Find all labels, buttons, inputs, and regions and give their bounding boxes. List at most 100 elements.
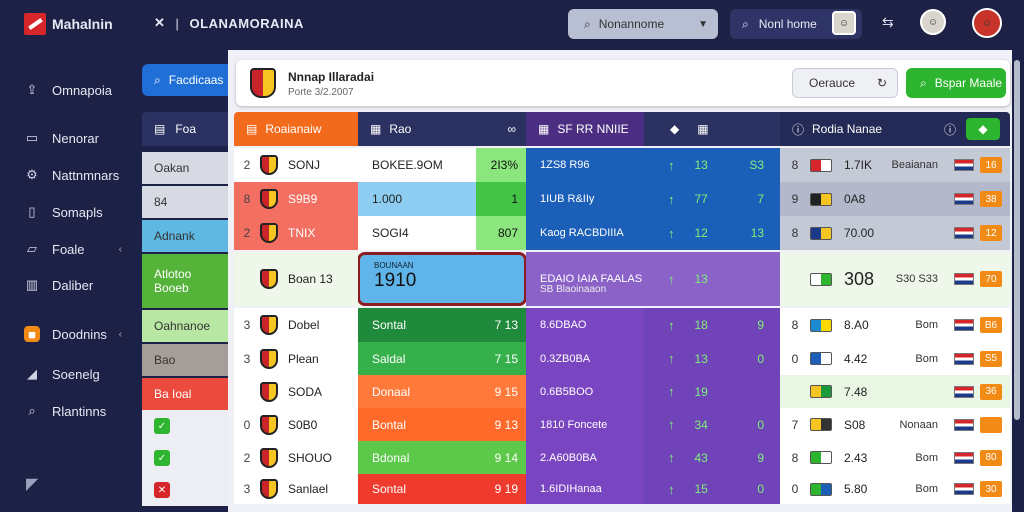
rank-cell[interactable]: 9 0A8 38	[780, 182, 1010, 216]
table-row[interactable]: 3 Plean	[234, 342, 358, 375]
table-row[interactable]: 3 Dobel	[234, 308, 358, 342]
new-button-label: Facdicaas	[168, 73, 224, 87]
sidebar-item-1[interactable]: ▭ Nenorar	[24, 128, 128, 148]
rank-cell[interactable]: 8 2.43 Bom 80	[780, 441, 1010, 474]
flag-icon	[954, 319, 974, 331]
league-sub: SB Blaoinaaon	[540, 284, 607, 295]
trend-cell: ↑ 34 0	[644, 408, 780, 441]
column-header-trend[interactable]: ◆ ▦	[644, 112, 780, 146]
team-crest-icon	[260, 315, 278, 335]
rank-cell[interactable]: 8 70.00 12	[780, 216, 1010, 250]
sidebar-item-5[interactable]: ▥ Daliber	[24, 275, 128, 295]
upload-icon: ⇪	[26, 82, 38, 97]
rank-cell[interactable]: 8 1.7IK Beaianan 16	[780, 148, 1010, 182]
trend-value: 15	[694, 482, 708, 496]
table-row[interactable]: 2 SHOUO	[234, 441, 358, 474]
rank-badge: S5	[980, 350, 1002, 367]
scrollbar[interactable]	[1014, 60, 1020, 420]
avatar: ☺	[832, 11, 856, 35]
left-row[interactable]: Oahnanoe	[142, 310, 228, 342]
search-icon: ⌕	[28, 403, 36, 418]
table-row[interactable]: Boan 13	[234, 252, 358, 306]
rank-cell[interactable]: 308 S30 S33 70	[780, 252, 1010, 306]
sidebar-item-8[interactable]: ⌕ Rlantinns	[24, 401, 128, 421]
score-change-cell: 2I3%	[476, 148, 526, 182]
score-value: SOGI4	[372, 226, 409, 240]
score-cell[interactable]: BOKEE.9OM	[358, 148, 476, 182]
left-row[interactable]: ✓	[142, 442, 228, 474]
column-header-score[interactable]: ▦ Rao ∞	[358, 112, 526, 146]
chevron-left-icon: ‹	[118, 243, 122, 255]
share-icon[interactable]: ⇆	[882, 14, 894, 30]
score-cell[interactable]: BOUNAAN 1910	[358, 252, 526, 306]
team-crest-icon	[260, 348, 278, 369]
rank-cell[interactable]: 0 4.42 Bom S5	[780, 342, 1010, 375]
table-row[interactable]: 3 Sanlael	[234, 474, 358, 504]
left-row[interactable]: ✕	[142, 474, 228, 506]
table-row[interactable]: 0 S0B0	[234, 408, 358, 441]
primary-button[interactable]: ⌕ Bspar Maale	[906, 68, 1006, 98]
rank-cell[interactable]: 0 5.80 Bom 30	[780, 474, 1010, 504]
score-cell[interactable]: Saldal	[358, 342, 476, 375]
table-row[interactable]: SODA	[234, 375, 358, 408]
new-button[interactable]: ⌕ Facdicaas	[142, 64, 228, 96]
trend-cell: ↑ 13 S3	[644, 148, 780, 182]
score-cell[interactable]: Bontal	[358, 408, 476, 441]
column-header-team[interactable]: ▤ Roaianaiw	[234, 112, 358, 146]
sidebar-item-0[interactable]: ⇪ Omnapoia	[24, 80, 128, 100]
rank-cell[interactable]: 8 8.A0 Bom B6	[780, 308, 1010, 342]
left-row[interactable]: ✓	[142, 410, 228, 442]
left-row[interactable]: Atlotoo Booeb	[142, 254, 228, 308]
left-row[interactable]: Bao	[142, 344, 228, 376]
account-button[interactable]: ⌕ Nonl home ☺	[730, 9, 862, 39]
flag-icon	[810, 158, 832, 172]
score-cell[interactable]: Donaal	[358, 375, 476, 408]
column-header-rank[interactable]: ⓘ Rodia Nanae ⓘ ◆	[780, 112, 1010, 146]
table-row[interactable]: 2 TNIX	[234, 216, 358, 250]
sidebar-item-6[interactable]: ■ Doodnins ‹	[24, 324, 128, 344]
trend-cell: ↑ 12 13	[644, 216, 780, 250]
collapse-icon[interactable]: ◤	[26, 476, 39, 493]
primary-button-label: Bspar Maale	[934, 76, 1003, 90]
league-value: 1IUB R&IIy	[540, 193, 595, 205]
secondary-button[interactable]: Oerauce ↻	[792, 68, 898, 98]
sidebar-item-2[interactable]: ⚙ Nattnmnars	[24, 165, 128, 185]
selected-cell[interactable]: BOUNAAN 1910	[358, 252, 526, 306]
column-header-league[interactable]: ▦ SF RR NNIIE	[526, 112, 644, 146]
avatar[interactable]: ☺	[972, 8, 1002, 38]
avatar[interactable]: ☺	[920, 9, 946, 35]
score-change-cell: 7 13	[476, 308, 526, 342]
left-row[interactable]: Oakan	[142, 152, 228, 184]
team-name: TNIX	[288, 226, 316, 240]
league-cell: 8.6DBAO	[526, 308, 644, 342]
score-cell[interactable]: Sontal	[358, 308, 476, 342]
brand-title: OLANAMORAINA	[189, 15, 304, 31]
sidebar-item-7[interactable]: ◢ Soenelg	[24, 364, 128, 384]
score-cell[interactable]: Bdonal	[358, 441, 476, 474]
score-cell[interactable]: 1.000	[358, 182, 476, 216]
left-row[interactable]: Ba Ioal	[142, 378, 228, 410]
arrow-up-icon: ↑	[668, 450, 675, 465]
trend-value-2: 0	[757, 351, 764, 366]
score-change: 807	[497, 226, 518, 240]
info-icon: ⓘ	[943, 122, 956, 137]
sidebar-item-3[interactable]: ▯ Somapls	[24, 202, 128, 222]
add-icon[interactable]: ◆	[966, 118, 1000, 140]
folder-icon: ▱	[27, 241, 37, 256]
rank-cell[interactable]: 7.48 36	[780, 375, 1010, 408]
close-icon[interactable]: ✕	[154, 15, 166, 30]
rank-cell[interactable]: 7 S08 Nonaan	[780, 408, 1010, 441]
table-row[interactable]: 8 S9B9	[234, 182, 358, 216]
left-row[interactable]: 84	[142, 186, 228, 218]
search-box[interactable]: ⌕ Nonannome ▼	[568, 9, 718, 39]
score-change-cell: 9 14	[476, 441, 526, 474]
league-value: 0.3ZB0BA	[540, 352, 591, 365]
score-value: Sontal	[372, 318, 407, 332]
table-row[interactable]: 2 SONJ	[234, 148, 358, 182]
app-logo[interactable]: Mahalnin	[24, 12, 113, 36]
left-row[interactable]: Adnank	[142, 220, 228, 252]
score-change: 7 15	[494, 351, 518, 366]
sidebar-item-4[interactable]: ▱ Foale ‹	[24, 239, 128, 259]
score-cell[interactable]: Sontal	[358, 474, 476, 504]
score-cell[interactable]: SOGI4	[358, 216, 476, 250]
